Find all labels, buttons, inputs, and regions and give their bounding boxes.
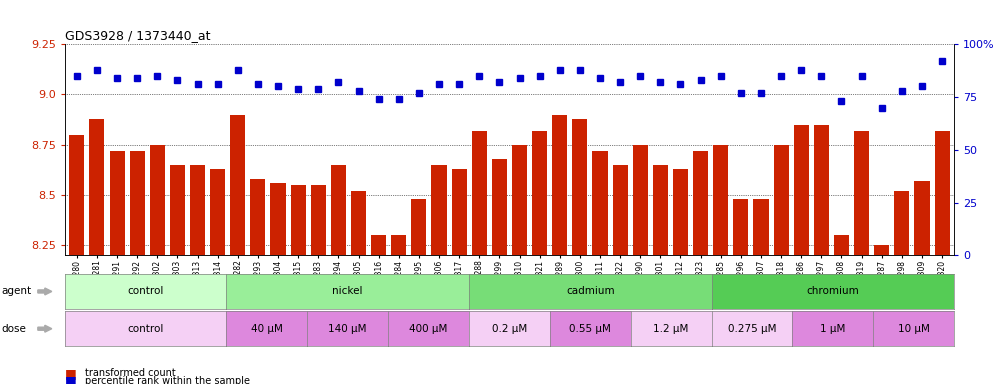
Text: 40 μM: 40 μM (251, 324, 283, 334)
Bar (250, 179, 266, 255)
Bar (652, 165, 668, 255)
Text: GDS3928 / 1373440_at: GDS3928 / 1373440_at (65, 28, 210, 41)
Bar (311, 185, 326, 255)
Text: 1.2 μM: 1.2 μM (653, 324, 689, 334)
Bar (613, 165, 627, 255)
Bar (411, 199, 426, 255)
Bar (914, 181, 929, 255)
Bar (170, 165, 185, 255)
Text: dose: dose (1, 324, 26, 334)
Text: 400 μM: 400 μM (409, 324, 448, 334)
Bar (372, 235, 386, 255)
Text: 0.2 μM: 0.2 μM (492, 324, 527, 334)
Bar (472, 131, 487, 255)
Bar (874, 245, 889, 255)
Bar (512, 145, 527, 255)
Text: 1 μM: 1 μM (820, 324, 846, 334)
Bar (573, 119, 588, 255)
Text: 0.55 μM: 0.55 μM (570, 324, 612, 334)
Bar (271, 183, 286, 255)
Text: percentile rank within the sample: percentile rank within the sample (85, 376, 250, 384)
Bar (532, 131, 547, 255)
Bar (552, 114, 568, 255)
Bar (774, 145, 789, 255)
Text: 140 μM: 140 μM (329, 324, 367, 334)
Bar (331, 165, 346, 255)
Bar (291, 185, 306, 255)
Bar (149, 145, 165, 255)
Bar (814, 125, 829, 255)
Text: 0.275 μM: 0.275 μM (728, 324, 776, 334)
Bar (90, 119, 105, 255)
Text: ■: ■ (65, 374, 77, 384)
Text: chromium: chromium (807, 286, 860, 296)
Bar (693, 151, 708, 255)
Bar (230, 114, 245, 255)
Text: nickel: nickel (333, 286, 363, 296)
Bar (129, 151, 144, 255)
Bar (632, 145, 647, 255)
Bar (451, 169, 467, 255)
Bar (190, 165, 205, 255)
Bar (753, 199, 769, 255)
Text: cadmium: cadmium (566, 286, 615, 296)
Text: control: control (127, 286, 163, 296)
Bar (673, 169, 688, 255)
Bar (70, 135, 85, 255)
Bar (834, 235, 849, 255)
Bar (593, 151, 608, 255)
Bar (492, 159, 507, 255)
Bar (431, 165, 446, 255)
Bar (794, 125, 809, 255)
Bar (110, 151, 124, 255)
Bar (351, 191, 367, 255)
Text: ■: ■ (65, 367, 77, 380)
Text: 10 μM: 10 μM (897, 324, 929, 334)
Text: control: control (127, 324, 163, 334)
Bar (713, 145, 728, 255)
Bar (894, 191, 909, 255)
Bar (210, 169, 225, 255)
Bar (854, 131, 870, 255)
Bar (391, 235, 406, 255)
Bar (733, 199, 748, 255)
Text: transformed count: transformed count (85, 368, 175, 378)
Text: agent: agent (1, 286, 31, 296)
Bar (934, 131, 949, 255)
